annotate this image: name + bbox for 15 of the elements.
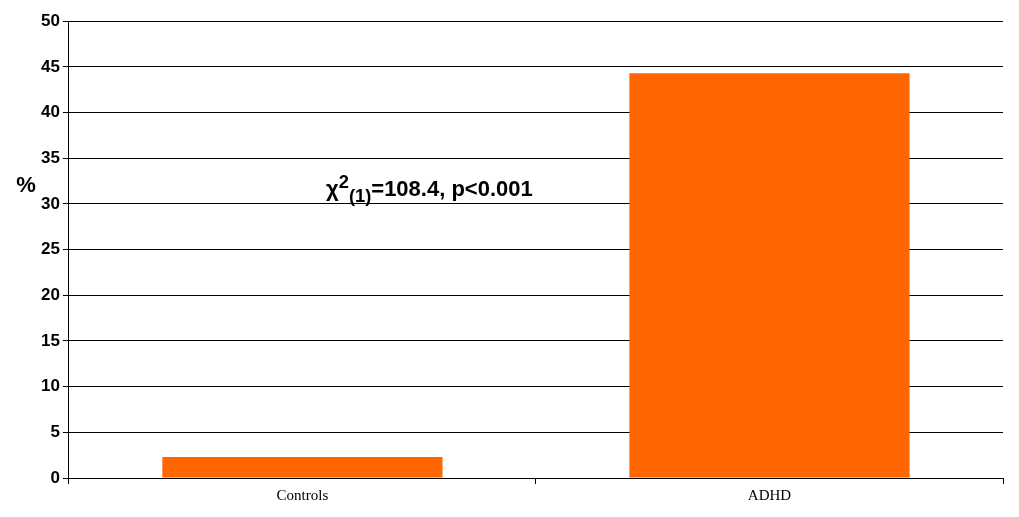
annotation: χ$^{2}$$_{(1)}$=108.4, p<0.001 [326,171,533,207]
y-tick-label: 40 [40,102,60,122]
y-tick-label: 45 [40,56,60,76]
y-axis-title: % [16,171,36,197]
y-tick-label: 20 [40,284,60,304]
y-tick-label: 30 [40,193,60,213]
y-tick-label: 5 [50,422,60,442]
y-tick-label: 25 [40,239,60,259]
x-tick-label: Controls [276,486,329,503]
y-tick-label: 35 [40,147,60,167]
y-tick-label: 10 [40,376,60,396]
y-tick-label: 15 [40,330,60,350]
y-tick-label: 50 [40,10,60,30]
y-tick-label: 0 [50,467,60,487]
x-tick-label: ADHD [747,486,792,503]
